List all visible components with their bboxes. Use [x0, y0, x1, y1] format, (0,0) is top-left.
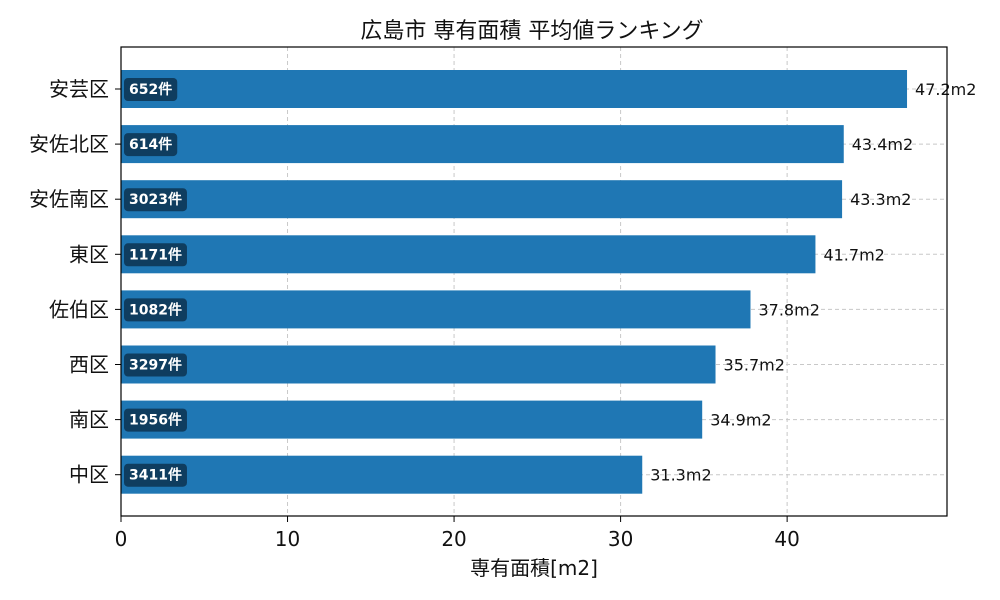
category-label: 西区 [69, 353, 109, 377]
bar-value-label: 43.3m2 [850, 190, 911, 209]
bars-layer [121, 70, 908, 494]
bar [121, 125, 844, 164]
grid-layer [120, 47, 947, 516]
plot-frame [120, 46, 948, 517]
x-axis-ticks: 0 10 20 30 40 [115, 516, 800, 551]
bar-value-label: 34.9m2 [710, 411, 771, 430]
x-tick-label: 20 [441, 527, 466, 551]
count-badge [124, 133, 178, 157]
count-label: 1082件 [129, 301, 182, 318]
bar-value-label: 31.3m2 [650, 466, 711, 485]
bar [121, 345, 716, 384]
category-label: 中区 [69, 463, 109, 487]
count-badge [124, 298, 187, 322]
category-label: 安芸区 [49, 77, 109, 101]
count-label: 614件 [129, 136, 172, 153]
count-label: 652件 [129, 81, 172, 98]
bar-value-label: 35.7m2 [724, 356, 785, 375]
count-label: 3411件 [129, 467, 182, 484]
category-label: 安佐北区 [29, 132, 109, 156]
bar [121, 455, 643, 494]
category-label: 安佐南区 [29, 187, 109, 211]
bar-value-label: 43.4m2 [852, 135, 913, 154]
count-badge [124, 353, 187, 377]
x-tick-label: 40 [774, 527, 799, 551]
count-badge [124, 463, 187, 487]
count-badge [124, 408, 187, 432]
x-tick-label: 10 [275, 527, 300, 551]
count-badge [124, 78, 178, 101]
chart-title: 広島市 専有面積 平均値ランキング [360, 19, 703, 44]
bar-value-label: 47.2m2 [915, 80, 976, 99]
category-label: 佐伯区 [49, 297, 109, 321]
bar-value-label: 37.8m2 [758, 300, 819, 319]
bar [121, 180, 843, 219]
bar [121, 235, 816, 274]
category-label: 東区 [69, 242, 109, 266]
count-badge [124, 188, 187, 212]
count-label: 1956件 [129, 412, 182, 429]
x-axis-title: 専有面積[m2] [470, 556, 598, 580]
bar [121, 290, 751, 329]
bar-value-label: 41.7m2 [823, 245, 884, 264]
x-tick-label: 0 [115, 527, 128, 551]
count-label: 1171件 [129, 246, 182, 263]
count-badge [124, 243, 187, 267]
count-label: 3297件 [129, 357, 182, 374]
count-label: 3023件 [129, 191, 182, 208]
bar [121, 400, 703, 439]
category-label: 南区 [69, 408, 109, 432]
bar [121, 70, 908, 108]
x-tick-label: 30 [608, 527, 633, 551]
labels-layer: 47.2m2 652件 43.4m2 614件 43.3m2 3023件 41.7m2 117… [124, 78, 976, 487]
